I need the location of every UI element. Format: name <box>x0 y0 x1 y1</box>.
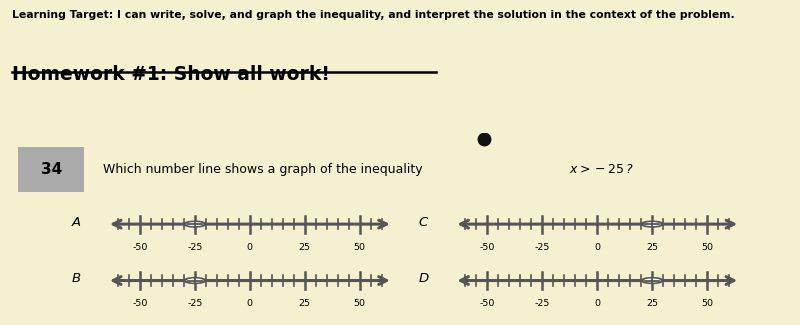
Text: 25: 25 <box>646 299 658 308</box>
Text: 50: 50 <box>701 299 713 308</box>
Text: 25: 25 <box>298 299 310 308</box>
Text: Learning Target: I can write, solve, and graph the inequality, and interpret the: Learning Target: I can write, solve, and… <box>12 10 734 20</box>
Text: -25: -25 <box>187 299 202 308</box>
Circle shape <box>186 279 203 282</box>
Text: Which number line shows a graph of the inequality: Which number line shows a graph of the i… <box>103 163 427 176</box>
Text: 50: 50 <box>354 243 366 252</box>
Circle shape <box>644 279 661 282</box>
Text: -50: -50 <box>132 299 148 308</box>
Text: 50: 50 <box>701 243 713 252</box>
Text: 0: 0 <box>594 243 600 252</box>
Text: 25: 25 <box>646 243 658 252</box>
Text: 25: 25 <box>298 243 310 252</box>
Text: 34: 34 <box>41 162 62 177</box>
Text: 0: 0 <box>247 243 253 252</box>
Circle shape <box>186 222 203 226</box>
Text: B: B <box>71 272 81 285</box>
Text: D: D <box>418 272 429 285</box>
Text: 0: 0 <box>247 299 253 308</box>
Text: 0: 0 <box>594 299 600 308</box>
Text: -25: -25 <box>534 243 550 252</box>
Text: $x > -25\,$?: $x > -25\,$? <box>569 163 634 176</box>
Text: A: A <box>71 216 81 229</box>
Text: C: C <box>419 216 428 229</box>
FancyBboxPatch shape <box>18 147 84 192</box>
Text: -50: -50 <box>132 243 148 252</box>
Text: -50: -50 <box>480 243 495 252</box>
Text: -25: -25 <box>534 299 550 308</box>
Text: 50: 50 <box>354 299 366 308</box>
Text: -50: -50 <box>480 299 495 308</box>
Text: -25: -25 <box>187 243 202 252</box>
Circle shape <box>644 222 661 226</box>
Text: Homework #1: Show all work!: Homework #1: Show all work! <box>12 65 330 84</box>
